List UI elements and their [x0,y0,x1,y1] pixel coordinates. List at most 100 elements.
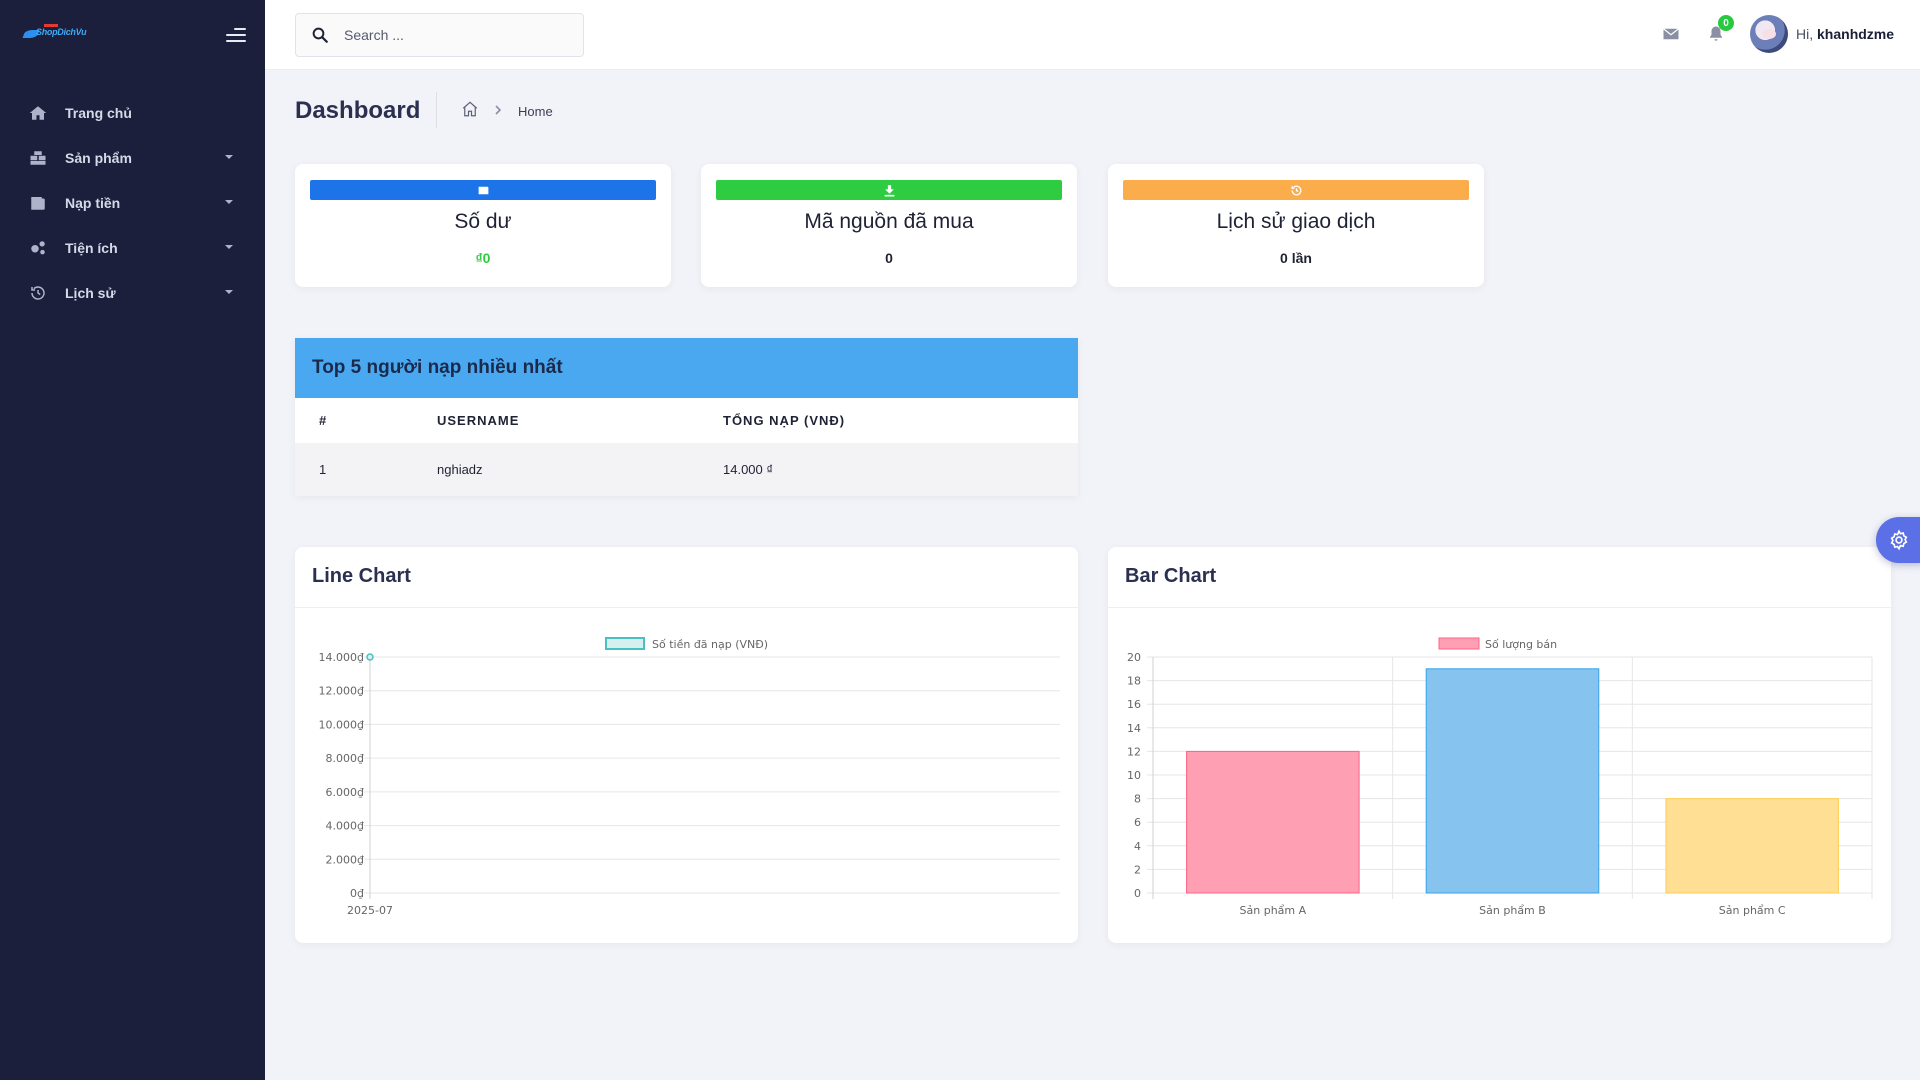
sidebar: ShopDichVu Trang chủ Sản phẩm Nạp tiền T… [0,0,265,1080]
bar [1186,750,1360,894]
sidebar-item-label: Tiện ích [65,239,118,256]
stat-card-bar [716,180,1062,200]
y-tick-label: 14.000₫ [319,651,365,664]
top5-table: # USERNAME TỔNG NẠP (VNĐ) 1 nghiadz 14.0… [295,398,1078,496]
y-tick-label: 20 [1127,651,1141,664]
sidebar-item-tien-ich[interactable]: Tiện ích [0,225,265,270]
title-divider [436,92,437,128]
search-icon [312,27,328,43]
bar-chart-title: Bar Chart [1125,565,1217,587]
sidebar-item-san-pham[interactable]: Sản phẩm [0,135,265,180]
cogs-icon [28,238,48,258]
stat-title: Mã nguồn đã mua [804,210,974,233]
bar [1425,668,1600,894]
sidebar-nav: Trang chủ Sản phẩm Nạp tiền Tiện ích Lịc… [0,90,265,315]
card-divider [1108,607,1891,608]
column-header-rank: # [319,413,328,428]
y-tick-label: 2.000₫ [326,853,365,866]
y-tick-label: 4 [1134,840,1141,853]
stat-value: 0 [885,250,893,266]
caret-down-icon [225,245,233,249]
logo-mark: ShopDichVu [22,24,90,42]
cell-total: 14.000 ₫ [723,443,1078,496]
logo-text: ShopDichVu [36,27,87,37]
caret-down-icon [225,200,233,204]
stat-card-bar [1123,180,1469,200]
cell-username: nghiadz [437,443,723,496]
page-title: Dashboard [295,97,421,124]
y-tick-label: 12.000₫ [319,685,365,698]
bar-chart-card: Bar Chart Số lượng bán 20 18 16 14 12 10 8 6 4 2 0 S… [1108,547,1891,943]
avatar[interactable] [1750,15,1788,53]
sidebar-item-nap-tien[interactable]: Nạp tiền [0,180,265,225]
sidebar-item-label: Sản phẩm [65,149,132,166]
legend-label: Số lượng bán [1485,638,1557,651]
wallet-icon [478,186,488,194]
y-tick-label: 2 [1134,863,1141,876]
y-tick-label: 16 [1127,698,1141,711]
sidebar-item-label: Trang chủ [65,104,132,121]
bell-icon[interactable] [1707,25,1725,43]
y-tick-label: 14 [1127,722,1141,735]
card-divider [295,607,1078,608]
menu-toggle-icon[interactable] [226,28,246,42]
username: khanhdzme [1817,26,1895,42]
wallet-icon [28,193,48,213]
gear-icon [1890,529,1908,551]
line-chart: Số tiền đã nạp (VNĐ) 14.000₫ 12.000₫ 10.000… [319,637,1060,917]
search-box [295,13,584,57]
stat-card-transaction-history: Lịch sử giao dịch 0 lần [1108,164,1484,287]
top5-depositors-card: Top 5 người nạp nhiều nhất # USERNAME TỔ… [295,338,1078,496]
stat-value: ₫0 [475,250,491,266]
home-icon [28,103,48,123]
caret-down-icon [225,155,233,159]
legend-swatch [605,637,645,650]
settings-button[interactable] [1876,517,1920,563]
breadcrumb-home-icon[interactable] [461,100,479,118]
breadcrumb-current[interactable]: Home [518,104,553,119]
sidebar-item-trang-chu[interactable]: Trang chủ [0,90,265,135]
y-tick-label: 10 [1127,769,1141,782]
history-icon [28,283,48,303]
caret-down-icon [225,290,233,294]
top5-title: Top 5 người nạp nhiều nhất [295,338,1078,398]
stat-title: Lịch sử giao dịch [1216,210,1376,233]
sidebar-item-lich-su[interactable]: Lịch sử [0,270,265,315]
line-chart-title: Line Chart [312,565,411,587]
x-tick-label: Sản phẩm C [1719,904,1786,917]
legend-swatch [1438,637,1480,650]
y-tick-label: 12 [1127,745,1141,758]
sidebar-item-label: Nạp tiền [65,194,121,211]
x-tick-label: 2025-07 [347,904,393,917]
stat-card-bar [310,180,656,200]
stat-value: 0 lần [1280,250,1312,266]
column-header-total: TỔNG NẠP (VNĐ) [723,413,846,428]
top-header: 0 Hi, khanhdzme [265,0,1920,70]
stat-card-purchased-source: Mã nguồn đã mua 0 [701,164,1077,287]
legend-label: Số tiền đã nạp (VNĐ) [652,638,768,651]
notification-badge: 0 [1718,15,1734,31]
y-tick-label: 8.000₫ [326,752,365,765]
mail-icon[interactable] [1662,25,1680,43]
table-header-row: # USERNAME TỔNG NẠP (VNĐ) [295,398,1078,443]
column-header-username: USERNAME [437,413,520,428]
greeting-text: Hi, [1796,26,1814,42]
y-tick-label: 10.000₫ [319,718,365,731]
data-point [366,653,374,661]
bar [1665,798,1839,894]
y-tick-label: 6.000₫ [326,786,365,799]
y-tick-label: 0₫ [350,887,364,900]
table-row: 1 nghiadz 14.000 ₫ [295,443,1078,496]
boxes-icon [28,148,48,168]
y-tick-label: 0 [1134,887,1141,900]
y-tick-label: 18 [1127,675,1141,688]
user-greeting[interactable]: Hi, khanhdzme [1796,26,1894,42]
y-tick-label: 6 [1134,816,1141,829]
line-chart-card: Line Chart Số tiền đã nạp (VNĐ) 14.000₫ 12… [295,547,1078,943]
sidebar-item-label: Lịch sử [65,284,116,301]
search-input[interactable] [344,27,544,43]
download-icon [884,184,894,196]
x-tick-label: Sản phẩm B [1479,904,1546,917]
logo[interactable]: ShopDichVu [22,24,90,42]
